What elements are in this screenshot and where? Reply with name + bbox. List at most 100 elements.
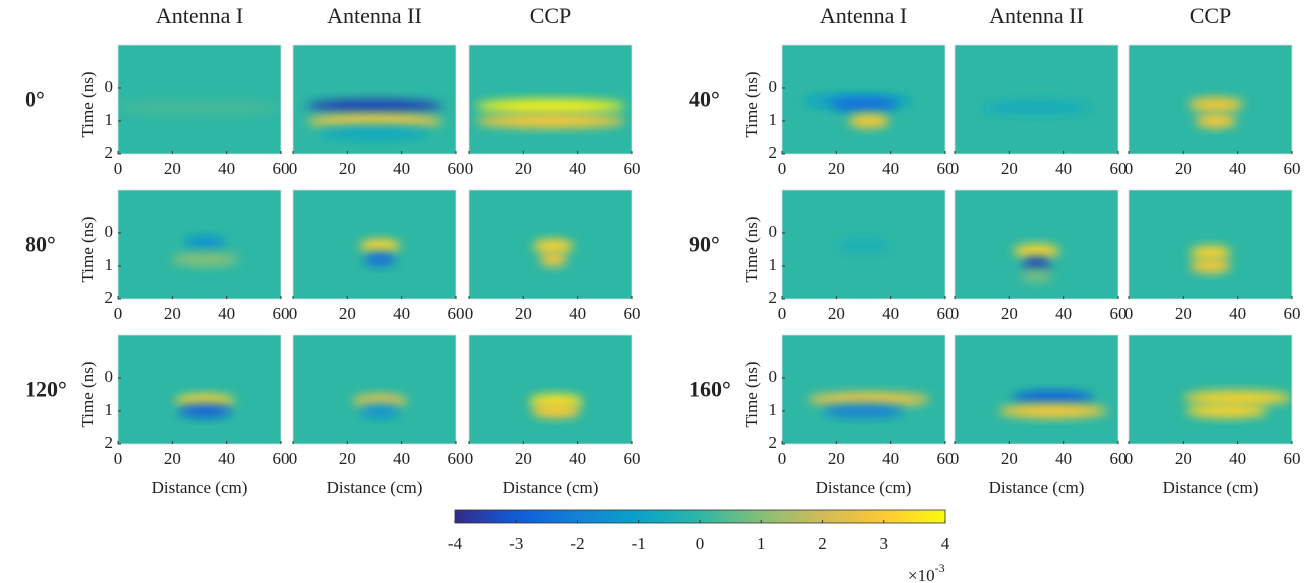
colorbar-tick-label: -2	[570, 534, 584, 553]
signal-blob	[539, 252, 567, 267]
heatmap-panel	[293, 335, 456, 444]
panel-frame	[468, 44, 633, 155]
heatmap-panel	[293, 190, 456, 299]
heatmap-panel	[118, 45, 281, 154]
signal-blob	[306, 99, 443, 114]
heatmap-panel	[1129, 45, 1292, 154]
signal-blob	[184, 235, 226, 250]
panel-frame	[292, 334, 457, 445]
x-tick-label: 40	[1229, 449, 1246, 468]
panel-background	[293, 335, 456, 444]
heatmap-panel	[118, 190, 281, 299]
y-tick-label: 0	[769, 222, 778, 241]
x-tick-label: 60	[624, 449, 641, 468]
x-tick-label: 0	[778, 304, 787, 323]
signal-blob	[982, 100, 1091, 115]
x-tick-label: 20	[164, 449, 181, 468]
panel-frame	[1128, 44, 1293, 155]
x-tick-label: 40	[569, 449, 586, 468]
heatmap-panel	[955, 45, 1118, 154]
panel-background	[1129, 190, 1292, 299]
signal-blob	[475, 113, 626, 128]
y-tick-label: 2	[769, 433, 778, 452]
x-tick-label: 60	[624, 159, 641, 178]
panel-frame	[781, 189, 946, 300]
colorbar-scale: ×10-3	[908, 561, 945, 583]
x-tick-label: 40	[218, 449, 235, 468]
x-tick-label: 20	[339, 304, 356, 323]
panel-frame	[1128, 334, 1293, 445]
panel-frame	[1128, 189, 1293, 300]
signal-blob	[1013, 244, 1060, 259]
column-title: CCP	[1190, 3, 1232, 28]
y-tick-label: 1	[105, 255, 114, 274]
x-tick-label: 60	[448, 449, 465, 468]
x-tick-label: 0	[1125, 449, 1134, 468]
x-tick-label: 0	[465, 449, 474, 468]
y-tick-label: 0	[105, 77, 114, 96]
x-tick-label: 40	[393, 159, 410, 178]
x-axis-label: Distance (cm)	[503, 478, 599, 497]
x-tick-label: 60	[273, 304, 290, 323]
x-tick-label: 20	[339, 159, 356, 178]
x-axis-label: Distance (cm)	[989, 478, 1085, 497]
x-tick-label: 0	[114, 449, 123, 468]
colorbar-tick-label: -4	[448, 534, 463, 553]
signal-blob	[1020, 268, 1053, 283]
y-tick-label: 0	[105, 222, 114, 241]
x-tick-label: 0	[114, 159, 123, 178]
x-tick-label: 0	[289, 159, 298, 178]
x-tick-label: 40	[218, 304, 235, 323]
panel-background	[1129, 335, 1292, 444]
panel-frame	[117, 189, 282, 300]
colorbar-tick-label: 4	[941, 534, 950, 553]
x-tick-label: 0	[114, 304, 123, 323]
x-tick-label: 40	[218, 159, 235, 178]
panel-frame	[781, 334, 946, 445]
angle-label: 80°	[25, 232, 56, 257]
x-tick-label: 40	[882, 304, 899, 323]
panel-background	[118, 45, 281, 154]
y-tick-label: 2	[105, 433, 114, 452]
colorbar-tick-label: 0	[696, 534, 705, 553]
x-tick-label: 20	[1001, 304, 1018, 323]
panel-frame	[117, 334, 282, 445]
heatmap-panel	[293, 45, 456, 154]
x-tick-label: 20	[1175, 304, 1192, 323]
x-tick-label: 60	[273, 449, 290, 468]
y-tick-label: 1	[769, 110, 778, 129]
x-tick-label: 40	[882, 159, 899, 178]
x-tick-label: 40	[1055, 304, 1072, 323]
heatmap-panel	[955, 335, 1118, 444]
x-tick-label: 0	[778, 159, 787, 178]
y-tick-label: 1	[769, 400, 778, 419]
angle-label: 40°	[689, 87, 720, 112]
signal-blob	[528, 394, 584, 409]
column-title: Antenna I	[156, 3, 243, 28]
x-tick-label: 20	[1175, 449, 1192, 468]
heatmap-panel	[782, 45, 945, 154]
x-tick-label: 60	[448, 159, 465, 178]
signal-blob	[531, 403, 581, 418]
colorbar-tick-label: 3	[880, 534, 889, 553]
y-tick-label: 1	[105, 110, 114, 129]
panel-frame	[468, 334, 633, 445]
x-axis-label: Distance (cm)	[1163, 478, 1259, 497]
panel-frame	[954, 189, 1119, 300]
signal-blob	[359, 403, 401, 418]
x-tick-label: 60	[1110, 304, 1127, 323]
panel-frame	[954, 44, 1119, 155]
x-tick-label: 40	[569, 159, 586, 178]
panel-frame	[117, 44, 282, 155]
signal-blob	[352, 394, 408, 409]
panel-background	[955, 335, 1118, 444]
x-tick-label: 0	[951, 159, 960, 178]
heatmap-panel	[118, 335, 281, 444]
x-tick-label: 20	[828, 159, 845, 178]
signal-blob	[807, 392, 931, 407]
column-title: Antenna II	[989, 3, 1084, 28]
panel-background	[469, 335, 632, 444]
colorbar-tick-label: -1	[632, 534, 646, 553]
x-tick-label: 20	[1001, 449, 1018, 468]
